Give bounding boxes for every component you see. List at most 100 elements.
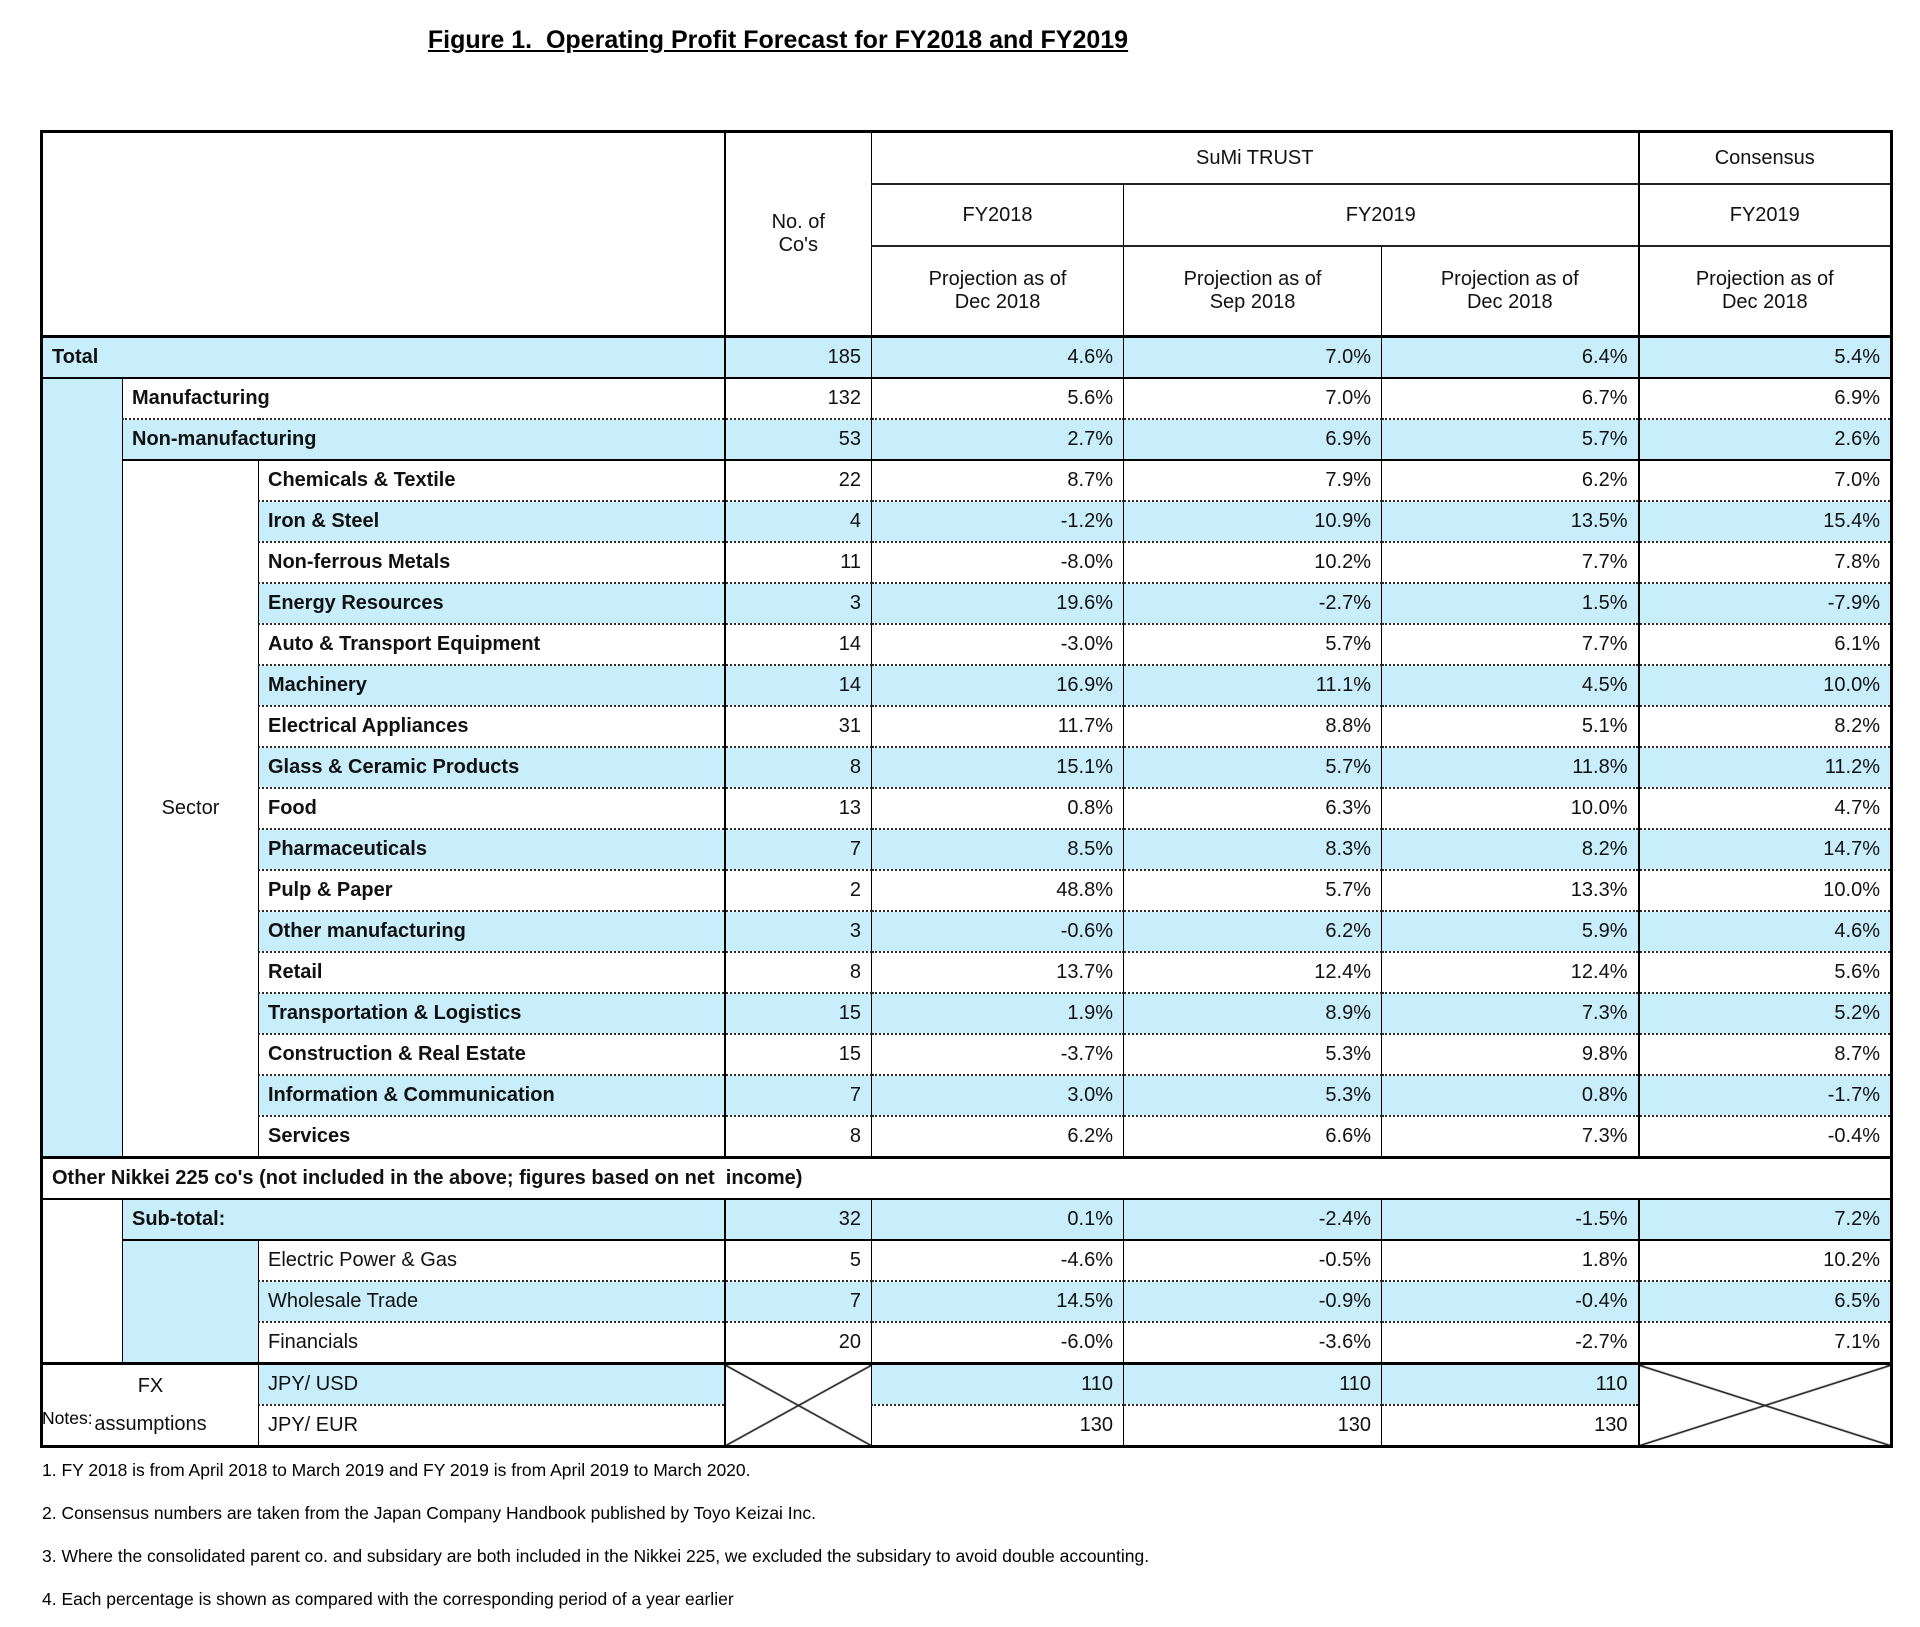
row-label: Pharmaceuticals (257, 828, 725, 870)
note-item: 4. Each percentage is shown as compared … (42, 1589, 734, 1609)
table-row-sector: Machinery 14 16.9% 11.1% 4.5% 10.0% (42, 664, 1892, 706)
row-no-of-cos: 20 (723, 1321, 872, 1364)
row-value: 11.7% (871, 705, 1124, 747)
row-value: -1.7% (1637, 1074, 1892, 1116)
row-label: Retail (257, 951, 725, 993)
row-value: 7.7% (1381, 623, 1639, 665)
row-value: -4.6% (871, 1239, 1124, 1281)
row-value: 1.8% (1381, 1239, 1639, 1281)
row-value: 6.2% (1123, 910, 1382, 952)
row-no-of-cos: 53 (723, 418, 872, 460)
table-row-subsector: Electric Power & Gas 5 -4.6% -0.5% 1.8% … (42, 1239, 1892, 1364)
row-value: 5.6% (871, 377, 1124, 419)
row-label: Electric Power & Gas (257, 1239, 725, 1281)
row-no-of-cos: 31 (723, 705, 872, 747)
table-row-sector: Services 8 6.2% 6.6% 7.3% -0.4% (42, 1115, 1892, 1158)
table-row-sector: Non-ferrous Metals 11 -8.0% 10.2% 7.7% 7… (42, 541, 1892, 583)
table-row-fx-usd: FX assumptions JPY/ USD 110 110 110 (41, 1362, 1892, 1447)
row-label: Total (41, 335, 725, 378)
row-no-of-cos: 3 (723, 910, 872, 952)
row-label: Iron & Steel (257, 500, 725, 542)
row-value: 8.2% (1637, 705, 1892, 747)
row-value: 7.8% (1637, 541, 1892, 583)
table-row-sector: Pulp & Paper 2 48.8% 5.7% 13.3% 10.0% (42, 869, 1892, 911)
header-fy2018: FY2018 (871, 183, 1124, 246)
row-no-of-cos: 15 (723, 992, 872, 1034)
total-group-strip (41, 377, 123, 1158)
row-value: 13.5% (1381, 500, 1639, 542)
row-value: 7.0% (1637, 459, 1892, 501)
no-of-cos-line1: No. of (771, 211, 825, 233)
row-value: 11.2% (1637, 746, 1892, 788)
row-label: Transportation & Logistics (257, 992, 725, 1034)
header-consensus: Consensus (1637, 131, 1892, 184)
row-value: 19.6% (871, 582, 1124, 624)
fx-value: 130 (1123, 1404, 1382, 1447)
row-label: Food (257, 787, 725, 829)
row-value: 3.0% (871, 1074, 1124, 1116)
header-row-groups: No. of Co's SuMi TRUST Consensus (42, 131, 1892, 337)
row-value: 7.3% (1381, 1115, 1639, 1158)
row-no-of-cos: 3 (723, 582, 872, 624)
table-row-sector: Construction & Real Estate 15 -3.7% 5.3%… (42, 1033, 1892, 1075)
row-no-of-cos: 8 (723, 746, 872, 788)
row-value: 5.7% (1123, 623, 1382, 665)
forecast-table: No. of Co's SuMi TRUST Consensus FY2018 … (40, 130, 1894, 1448)
row-value: 0.8% (1381, 1074, 1639, 1116)
row-value: 1.5% (1381, 582, 1639, 624)
row-value: 5.3% (1123, 1074, 1382, 1116)
row-no-of-cos: 5 (723, 1239, 872, 1281)
row-label: Manufacturing (121, 377, 725, 419)
row-value: 10.0% (1637, 869, 1892, 911)
header-row-fiscal-years: FY2018 FY2019 FY2019 (42, 183, 1892, 246)
note-item: 3. Where the consolidated parent co. and… (42, 1546, 1150, 1566)
row-value: -1.2% (871, 500, 1124, 542)
row-label: Financials (257, 1321, 725, 1364)
header-sumi-trust: SuMi TRUST (871, 131, 1639, 184)
row-value: 5.7% (1381, 418, 1639, 460)
table-row-sector: Information & Communication 7 3.0% 5.3% … (42, 1074, 1892, 1116)
row-value: -8.0% (871, 541, 1124, 583)
row-value: 8.9% (1123, 992, 1382, 1034)
row-value: 14.7% (1637, 828, 1892, 870)
row-value: 10.2% (1637, 1239, 1892, 1281)
table-row-subsector: Financials 20 -6.0% -3.6% -2.7% 7.1% (42, 1321, 1892, 1364)
table-row-sector: Iron & Steel 4 -1.2% 10.9% 13.5% 15.4% (42, 500, 1892, 542)
table-row-sector: Electrical Appliances 31 11.7% 8.8% 5.1%… (42, 705, 1892, 747)
row-no-of-cos: 22 (723, 459, 872, 501)
fx-assumptions-label: FX assumptions (41, 1362, 259, 1447)
crossed-out-cell (723, 1362, 872, 1447)
crossed-out-cell (1637, 1362, 1892, 1447)
row-value: 6.4% (1381, 335, 1639, 378)
row-value: 6.9% (1123, 418, 1382, 460)
row-value: 13.3% (1381, 869, 1639, 911)
row-value: -7.9% (1637, 582, 1892, 624)
row-value: 6.6% (1123, 1115, 1382, 1158)
sector-group-label: Sector (122, 459, 259, 1158)
row-label: Machinery (257, 664, 725, 706)
row-no-of-cos: 7 (723, 828, 872, 870)
header-empty-cell (42, 132, 725, 337)
table-row-non-manufacturing: Non-manufacturing 53 2.7% 6.9% 5.7% 2.6% (42, 418, 1892, 460)
notes-section: Notes: 1. FY 2018 is from April 2018 to … (42, 1408, 1149, 1627)
fx-row-label: JPY/ USD (257, 1362, 725, 1405)
table-row-sector: Energy Resources 3 19.6% -2.7% 1.5% -7.9… (42, 582, 1892, 624)
row-value: 4.7% (1637, 787, 1892, 829)
row-value: 2.6% (1637, 418, 1892, 460)
row-value: -2.4% (1123, 1198, 1382, 1240)
fx-value: 110 (871, 1362, 1124, 1405)
header-fy2019: FY2019 (1123, 183, 1639, 246)
row-no-of-cos: 7 (723, 1074, 872, 1116)
row-value: 5.7% (1123, 869, 1382, 911)
row-no-of-cos: 8 (723, 1115, 872, 1158)
row-value: 10.0% (1637, 664, 1892, 706)
no-of-cos-line2: Co's (778, 234, 818, 256)
row-value: 7.0% (1123, 335, 1382, 378)
row-value: -2.7% (1381, 1321, 1639, 1364)
row-no-of-cos: 4 (723, 500, 872, 542)
row-no-of-cos: 32 (723, 1198, 872, 1240)
row-value: 7.1% (1637, 1321, 1892, 1364)
note-item: 2. Consensus numbers are taken from the … (42, 1503, 817, 1523)
row-no-of-cos: 15 (723, 1033, 872, 1075)
row-label: Non-ferrous Metals (257, 541, 725, 583)
